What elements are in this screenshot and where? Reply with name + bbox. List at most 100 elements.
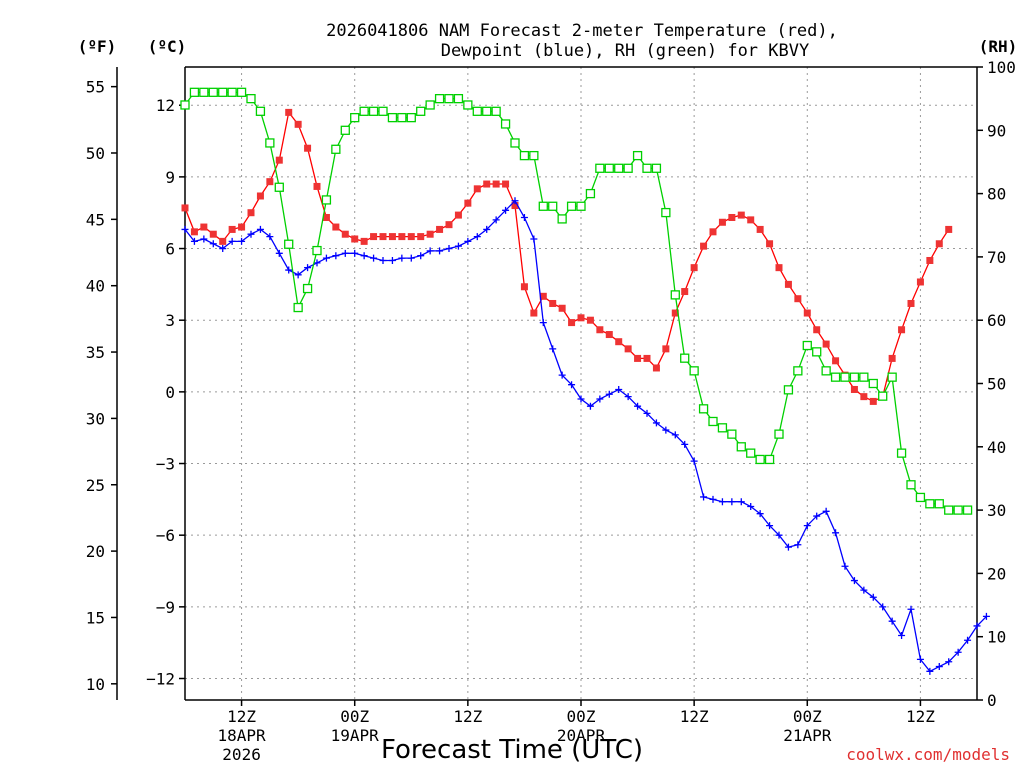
dewpoint-point: [464, 237, 472, 245]
rh-point: [434, 94, 445, 104]
rh-point: [378, 106, 388, 116]
temperature-point: [784, 280, 792, 288]
temperature-point: [766, 240, 774, 248]
celsius-tick-label: −9: [156, 598, 175, 617]
dewpoint-point: [294, 271, 302, 279]
temperature-point: [322, 213, 330, 221]
dewpoint-point: [558, 371, 566, 379]
rh-point: [359, 106, 369, 116]
rh-point: [284, 239, 294, 249]
temperature-point: [502, 180, 510, 188]
rh-point: [302, 283, 313, 294]
dewpoint-point: [888, 617, 896, 625]
dewpoint-point: [209, 240, 217, 248]
rh-point: [548, 201, 558, 211]
celsius-tick-label: 3: [165, 311, 175, 330]
rh-point: [491, 106, 501, 116]
dewpoint-point: [766, 522, 774, 530]
rh-tick-label: 60: [987, 311, 1006, 330]
rh-tick-label: 50: [987, 375, 1006, 394]
rh-point: [708, 416, 718, 427]
celsius-tick-label: −6: [156, 526, 175, 545]
rh-tick-label: 40: [987, 438, 1006, 457]
dewpoint-point: [426, 247, 434, 255]
rh-point: [453, 94, 464, 104]
temperature-point: [379, 233, 387, 241]
temperature-point: [737, 211, 745, 219]
temperature-point: [926, 256, 934, 264]
rh-point: [962, 505, 973, 515]
dewpoint-point: [832, 529, 840, 537]
temperature-point: [709, 228, 717, 236]
temperature-point: [285, 108, 293, 116]
dewpoint-point: [916, 655, 924, 663]
rh-point: [463, 100, 473, 110]
dewpoint-line: [184, 199, 987, 673]
temperature-point: [586, 316, 594, 324]
dewpoint-point: [285, 266, 293, 274]
rh-point: [500, 119, 511, 129]
temperature-point: [898, 326, 906, 334]
rh-point: [293, 302, 303, 313]
dewpoint-point: [520, 213, 528, 221]
dewpoint-point: [247, 230, 255, 238]
dewpoint-point: [304, 264, 312, 272]
celsius-tick-label: 0: [165, 383, 175, 402]
fahrenheit-tick-label: 50: [86, 144, 105, 163]
dewpoint-point: [200, 235, 208, 243]
rh-point: [698, 404, 709, 414]
temperature-point: [275, 156, 283, 164]
temperature-point: [219, 237, 227, 245]
rh-point: [236, 87, 247, 97]
temperature-point: [568, 319, 576, 327]
temperature-point: [605, 331, 613, 339]
rh-point: [689, 366, 699, 376]
dewpoint-point: [662, 426, 670, 434]
series-rh: [180, 87, 973, 515]
rh-point: [736, 442, 746, 452]
dewpoint-point: [935, 663, 943, 671]
rh-point: [642, 163, 652, 173]
temperature-point: [728, 213, 736, 221]
temperature-point: [671, 309, 679, 317]
dewpoint-point: [803, 522, 811, 530]
celsius-tick-label: −12: [146, 670, 175, 689]
rh-point: [878, 391, 888, 401]
rh-point: [529, 150, 539, 161]
dewpoint-point: [634, 402, 642, 410]
rh-point: [680, 353, 690, 363]
rh-point: [953, 505, 963, 515]
dewpoint-point: [718, 498, 726, 506]
temperature-point: [624, 345, 632, 353]
rh-point: [416, 106, 426, 116]
rh-point: [595, 163, 605, 173]
dewpoint-point: [690, 457, 698, 465]
temperature-point: [794, 295, 802, 303]
temperature-point: [483, 180, 491, 188]
dewpoint-point: [530, 235, 538, 243]
x-tick-date-label: 18APR: [217, 726, 266, 745]
rh-point: [227, 87, 237, 97]
temperature-point: [832, 357, 840, 365]
data-series: [180, 87, 990, 675]
rh-unit-label: (RH): [979, 37, 1018, 56]
temperature-point: [492, 180, 500, 188]
rh-point: [321, 195, 332, 205]
temperature-point: [454, 211, 462, 219]
temperature-point: [813, 326, 821, 334]
dewpoint-point: [973, 622, 981, 630]
dewpoint-point: [370, 254, 378, 262]
temperature-point: [266, 178, 274, 186]
dewpoint-point: [398, 254, 406, 262]
rh-tick-label: 100: [987, 58, 1016, 77]
rh-point: [180, 100, 190, 110]
dewpoint-point: [238, 237, 246, 245]
credit-text: coolwx.com/models: [846, 745, 1010, 764]
rh-point: [585, 188, 596, 199]
dewpoint-point: [926, 667, 934, 675]
rh-point: [944, 505, 954, 515]
temperature-point: [436, 225, 444, 233]
rh-tick-label: 20: [987, 564, 1006, 583]
fahrenheit-tick-label: 20: [86, 542, 105, 561]
rh-point: [274, 182, 284, 192]
